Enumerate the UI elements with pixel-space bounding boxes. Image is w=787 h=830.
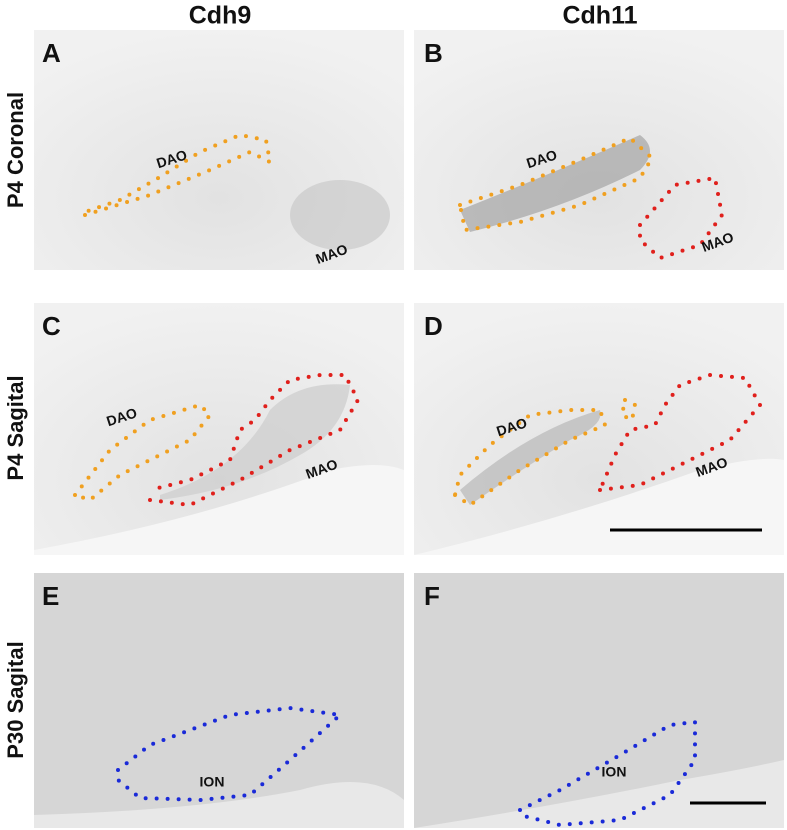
region-label: ION <box>602 764 627 780</box>
panel-letter: D <box>424 311 443 341</box>
white-matter <box>34 782 404 828</box>
row-label: P4 Sagital <box>3 375 28 480</box>
panel-letter: F <box>424 581 440 611</box>
panel-letter: C <box>42 311 61 341</box>
dao-outline <box>83 132 273 217</box>
column-header: Cdh9 <box>189 2 252 30</box>
stained-nucleus <box>290 180 390 250</box>
column-header: Cdh11 <box>562 2 637 30</box>
stained-nucleus <box>460 135 650 232</box>
stained-nucleus <box>160 384 350 500</box>
stained-nucleus <box>460 410 601 505</box>
white-matter <box>34 465 404 555</box>
region-label: ION <box>200 774 225 790</box>
panel-letter: E <box>42 581 59 611</box>
panel-letter: A <box>42 38 61 68</box>
mao-outline <box>148 373 361 508</box>
row-label: P30 Sagital <box>3 641 28 758</box>
mao-outline <box>598 372 763 492</box>
ion-outline <box>518 719 697 828</box>
dao-outline <box>619 398 638 423</box>
row-label: P4 Coronal <box>3 92 28 208</box>
panel-letter: B <box>424 38 443 68</box>
white-matter <box>414 760 784 828</box>
